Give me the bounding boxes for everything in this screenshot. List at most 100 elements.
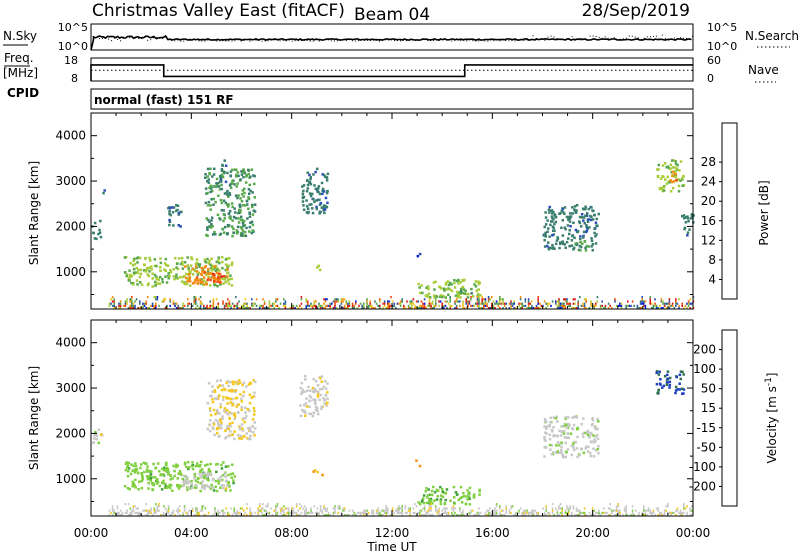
ground-scatter-cell <box>527 300 530 303</box>
heatmap-cell <box>251 204 254 207</box>
ground-scatter-cell <box>428 298 431 301</box>
ground-scatter-cell <box>345 300 347 303</box>
ground-scatter-cell <box>387 509 389 512</box>
ground-scatter-cell <box>668 302 671 305</box>
heatmap-cell <box>205 282 208 286</box>
ground-scatter-cell <box>492 300 495 303</box>
heatmap-cell <box>239 393 242 396</box>
nsearch-point <box>156 38 158 40</box>
heatmap-cell <box>229 217 232 220</box>
ground-scatter-cell <box>383 302 386 305</box>
heatmap-cell <box>416 254 420 258</box>
heatmap-cell <box>326 172 330 176</box>
ground-scatter-cell <box>297 307 299 310</box>
heatmap-cell <box>128 279 131 282</box>
heatmap-cell <box>305 405 309 408</box>
nsky-tick-bottom: 10^0 <box>58 40 88 53</box>
nsearch-point <box>628 35 630 37</box>
ground-scatter-cell <box>171 514 173 517</box>
ground-scatter-cell <box>239 507 242 510</box>
heatmap-cell <box>133 471 137 474</box>
heatmap-cell <box>220 388 224 392</box>
heatmap-cell <box>578 215 582 219</box>
heatmap-cell <box>161 481 164 485</box>
ground-scatter-cell <box>519 296 522 299</box>
heatmap-cell <box>584 445 588 448</box>
heatmap-cell <box>241 383 244 387</box>
ground-scatter-cell <box>486 514 488 517</box>
heatmap-cell <box>681 392 684 395</box>
ground-scatter-cell <box>161 300 163 303</box>
ground-scatter-cell <box>502 298 504 301</box>
ground-scatter-cell <box>603 511 605 514</box>
heatmap-cell <box>159 269 162 272</box>
ground-scatter-cell <box>108 514 111 517</box>
ground-scatter-cell <box>243 304 245 307</box>
colorbar-tick-label: 24 <box>701 175 716 189</box>
ground-scatter-cell <box>257 511 259 514</box>
ground-scatter-cell <box>476 300 479 303</box>
ground-scatter-cell <box>476 298 479 301</box>
ground-scatter-cell <box>380 509 383 512</box>
heatmap-cell <box>575 204 579 207</box>
heatmap-cell <box>135 469 138 472</box>
ground-scatter-cell <box>379 300 381 303</box>
ground-scatter-cell <box>113 307 115 310</box>
heatmap-cell <box>664 178 667 181</box>
ground-scatter-cell <box>321 511 323 514</box>
ground-scatter-cell <box>657 509 659 512</box>
ground-scatter-cell <box>470 304 472 307</box>
heatmap-cell <box>422 501 426 505</box>
heatmap-cell <box>224 475 227 478</box>
ground-scatter-cell <box>132 509 135 512</box>
ground-scatter-cell <box>267 505 269 508</box>
heatmap-cell <box>195 270 199 273</box>
ground-scatter-cell <box>399 304 402 307</box>
heatmap-cell <box>224 489 227 492</box>
ground-scatter-cell <box>470 296 472 299</box>
heatmap-cell <box>128 275 132 279</box>
ground-scatter-cell <box>667 511 669 514</box>
nsearch-point <box>622 38 624 40</box>
ground-scatter-cell <box>476 511 479 514</box>
heatmap-cell <box>569 215 573 218</box>
heatmap-cell <box>243 171 247 175</box>
nsearch-point <box>375 39 377 41</box>
heatmap-cell <box>422 497 425 500</box>
heatmap-cell <box>326 190 329 193</box>
ground-scatter-cell <box>598 511 600 514</box>
ground-scatter-cell <box>167 505 170 508</box>
ground-scatter-cell <box>113 300 115 303</box>
ground-scatter-cell <box>343 507 346 510</box>
ground-scatter-cell <box>347 514 349 517</box>
nsearch-point <box>159 37 161 39</box>
nsearch-point <box>502 39 504 41</box>
ground-scatter-cell <box>175 302 178 305</box>
ground-scatter-cell <box>422 304 424 307</box>
heatmap-cell <box>301 388 305 392</box>
heatmap-cell <box>572 446 575 449</box>
ground-scatter-cell <box>455 307 458 310</box>
ground-scatter-cell <box>526 307 528 310</box>
ground-scatter-cell <box>284 507 287 510</box>
ground-scatter-cell <box>241 507 243 510</box>
ground-scatter-cell <box>179 509 181 512</box>
ground-scatter-cell <box>246 514 248 517</box>
heatmap-cell <box>171 489 174 492</box>
ground-scatter-cell <box>251 304 253 307</box>
heatmap-cell <box>591 243 595 246</box>
nsearch-point <box>132 36 134 38</box>
heatmap-cell <box>178 276 182 279</box>
heatmap-cell <box>254 427 257 430</box>
heatmap-cell <box>477 292 480 296</box>
heatmap-cell <box>221 164 224 167</box>
heatmap-cell <box>316 167 319 171</box>
ground-scatter-cell <box>438 304 440 307</box>
heatmap-cell <box>323 402 326 405</box>
ground-scatter-cell <box>689 298 691 301</box>
heatmap-cell <box>92 231 95 235</box>
ground-scatter-cell <box>531 509 533 512</box>
heatmap-cell <box>233 183 236 186</box>
heatmap-cell <box>558 442 561 445</box>
heatmap-cell <box>197 476 200 480</box>
